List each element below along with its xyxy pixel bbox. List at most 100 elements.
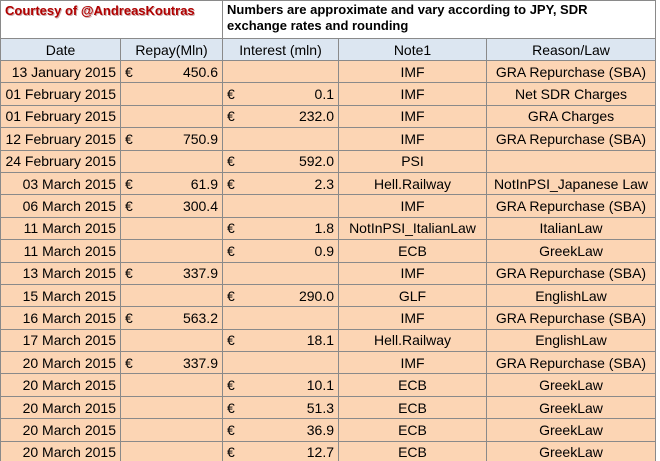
interest-cell: €232.0 <box>222 104 339 129</box>
currency: € <box>125 175 133 192</box>
repay-cell: €450.6 <box>120 59 223 84</box>
reason-cell: GRA Repurchase (SBA) <box>486 261 656 285</box>
amount: 1.8 <box>314 220 334 237</box>
interest-cell <box>222 127 339 151</box>
interest-cell: €36.9 <box>222 418 339 442</box>
repay-cell <box>120 216 223 241</box>
note-cell: IMF <box>338 59 487 84</box>
repay-cell: €300.4 <box>120 194 223 218</box>
currency: € <box>227 175 235 192</box>
amount: 750.9 <box>182 130 218 147</box>
reason-cell: Net SDR Charges <box>486 82 656 106</box>
reason-cell: GRA Repurchase (SBA) <box>486 194 656 218</box>
interest-cell: €2.3 <box>222 171 339 196</box>
currency: € <box>227 332 235 349</box>
date-cell: 12 February 2015 <box>0 127 121 151</box>
interest-cell: €0.1 <box>222 82 339 106</box>
data-row: 17 March 2015 €18.1 Hell.Railway EnglishLaw <box>0 328 656 353</box>
repay-cell: €61.9 <box>120 171 223 196</box>
column-header: Date <box>0 38 121 61</box>
data-row: 20 March 2015 €51.3 ECB GreekLaw <box>0 395 656 420</box>
interest-cell: €1.8 <box>222 216 339 241</box>
header-row: Date Repay(Mln) Interest (mln) Note1 Reason/… <box>0 38 656 61</box>
amount: 337.9 <box>182 354 218 371</box>
reason-cell: GreekLaw <box>486 418 656 442</box>
currency: € <box>125 130 133 147</box>
money: €10.1 <box>227 377 334 393</box>
amount: 0.9 <box>314 242 334 259</box>
date-cell: 20 March 2015 <box>0 418 121 442</box>
money: €337.9 <box>125 355 218 371</box>
money: €51.3 <box>227 400 334 416</box>
credit: Courtesy of @AndreasKoutras <box>0 0 223 39</box>
disclaimer: Numbers are approximate and vary accordi… <box>222 0 656 39</box>
interest-cell <box>222 351 339 375</box>
repay-cell: €563.2 <box>120 306 223 330</box>
note-cell: Hell.Railway <box>338 328 487 353</box>
data-row: 24 February 2015 €592.0 PSI <box>0 149 656 173</box>
currency: € <box>227 421 235 438</box>
interest-cell: €18.1 <box>222 328 339 353</box>
data-row: 20 March 2015 €337.9 IMF GRA Repurchase (SB… <box>0 351 656 375</box>
money: €592.0 <box>227 153 334 169</box>
currency: € <box>227 287 235 304</box>
column-header: Interest (mln) <box>222 38 339 61</box>
reason-cell: EnglishLaw <box>486 328 656 353</box>
reason-cell: EnglishLaw <box>486 283 656 308</box>
interest-cell: €51.3 <box>222 395 339 420</box>
date-cell: 15 March 2015 <box>0 283 121 308</box>
reason-cell <box>486 149 656 173</box>
date-cell: 16 March 2015 <box>0 306 121 330</box>
amount: 12.7 <box>306 444 334 461</box>
amount: 450.6 <box>182 63 218 80</box>
repay-cell: €337.9 <box>120 351 223 375</box>
reason-cell: NotInPSI_Japanese Law <box>486 171 656 196</box>
currency: € <box>125 63 133 80</box>
repay-cell <box>120 328 223 353</box>
reason-cell: GreekLaw <box>486 440 656 461</box>
note-cell: GLF <box>338 283 487 308</box>
money: €232.0 <box>227 108 334 124</box>
money: €0.9 <box>227 243 334 259</box>
reason-cell: GRA Repurchase (SBA) <box>486 59 656 84</box>
reason-cell: GRA Repurchase (SBA) <box>486 127 656 151</box>
date-cell: 01 February 2015 <box>0 104 121 129</box>
data-row: 01 February 2015 €0.1 IMF Net SDR Charges <box>0 82 656 106</box>
money: €18.1 <box>227 332 334 348</box>
money: €337.9 <box>125 265 218 281</box>
data-row: 20 March 2015 €10.1 ECB GreekLaw <box>0 373 656 397</box>
amount: 337.9 <box>182 265 218 282</box>
date-cell: 20 March 2015 <box>0 395 121 420</box>
amount: 232.0 <box>298 108 334 125</box>
amount: 0.1 <box>314 86 334 103</box>
money: €300.4 <box>125 198 218 214</box>
money: €563.2 <box>125 310 218 326</box>
amount: 10.1 <box>306 377 334 394</box>
interest-cell: €592.0 <box>222 149 339 173</box>
data-row: 11 March 2015 €1.8 NotInPSI_ItalianLaw Ital… <box>0 216 656 241</box>
interest-cell <box>222 194 339 218</box>
column-header: Repay(Mln) <box>120 38 223 61</box>
note-cell: IMF <box>338 351 487 375</box>
date-cell: 24 February 2015 <box>0 149 121 173</box>
repay-cell: €750.9 <box>120 127 223 151</box>
amount: 61.9 <box>190 175 218 192</box>
date-cell: 11 March 2015 <box>0 239 121 263</box>
amount: 290.0 <box>298 287 334 304</box>
date-cell: 06 March 2015 <box>0 194 121 218</box>
currency: € <box>227 444 235 461</box>
amount: 18.1 <box>306 332 334 349</box>
note-cell: IMF <box>338 82 487 106</box>
interest-cell <box>222 306 339 330</box>
data-row: 15 March 2015 €290.0 GLF EnglishLaw <box>0 283 656 308</box>
currency: € <box>125 265 133 282</box>
money: €2.3 <box>227 176 334 192</box>
money: €36.9 <box>227 422 334 438</box>
amount: 592.0 <box>298 153 334 170</box>
currency: € <box>125 354 133 371</box>
data-row: 13 March 2015 €337.9 IMF GRA Repurchase (SB… <box>0 261 656 285</box>
date-cell: 03 March 2015 <box>0 171 121 196</box>
